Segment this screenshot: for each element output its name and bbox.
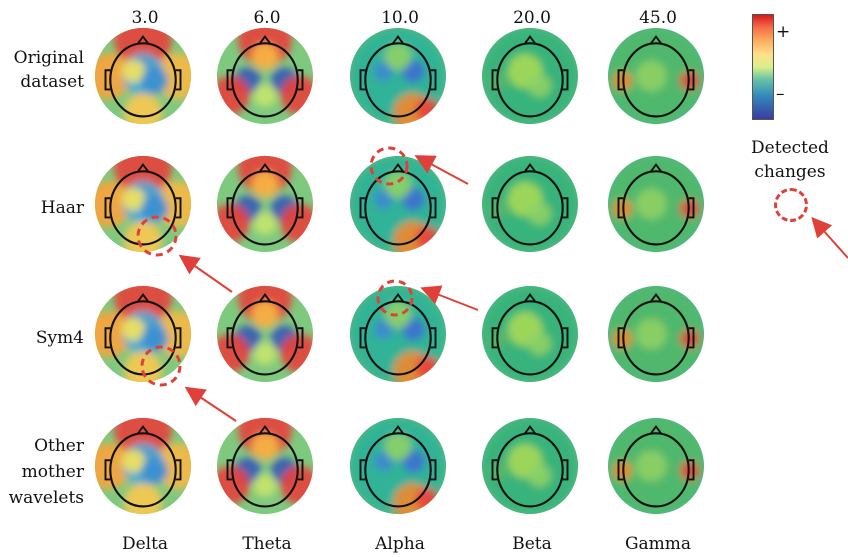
colorbar — [752, 14, 774, 120]
colorbar-minus-label: – — [776, 84, 785, 104]
band-label-theta: Theta — [242, 534, 292, 554]
topomap-other-delta — [94, 417, 192, 515]
arrow-sym4-delta — [184, 386, 237, 422]
arrow-legend — [811, 217, 848, 259]
topomap-other-alpha — [349, 417, 447, 515]
topomap-haar-beta — [481, 155, 579, 253]
row-label-sym4: Sym4 — [35, 328, 84, 348]
colorbar-plus-label: + — [776, 22, 791, 42]
column-header-20: 20.0 — [513, 8, 551, 28]
topomap-original-delta — [94, 27, 192, 125]
topomap-sym4-theta — [216, 285, 314, 383]
row-label-other-1: Other — [34, 436, 84, 456]
column-header-10: 10.0 — [381, 8, 419, 28]
topomap-sym4-alpha — [349, 285, 447, 383]
legend-dashed-circle-icon — [774, 188, 808, 222]
topomap-original-theta — [216, 27, 314, 125]
topomap-original-gamma — [607, 27, 705, 125]
row-label-original-1: Original — [13, 48, 84, 68]
column-header-45: 45.0 — [639, 8, 677, 28]
arrow-sym4-alpha — [420, 285, 479, 311]
arrow-haar-delta — [178, 254, 233, 293]
row-label-original-2: dataset — [20, 72, 84, 92]
topomap-sym4-gamma — [607, 285, 705, 383]
topomap-sym4-beta — [481, 285, 579, 383]
row-label-haar: Haar — [40, 198, 84, 218]
topomap-original-beta — [481, 27, 579, 125]
topomap-haar-delta — [94, 155, 192, 253]
topomap-sym4-delta — [94, 285, 192, 383]
row-label-other-3: wavelets — [8, 488, 84, 508]
band-label-delta: Delta — [121, 534, 169, 554]
column-header-3: 3.0 — [131, 8, 159, 28]
column-header-6: 6.0 — [253, 8, 281, 28]
detected-change-circle-haar-delta — [136, 215, 178, 257]
topomap-original-alpha — [349, 27, 447, 125]
topomap-haar-gamma — [607, 155, 705, 253]
legend-text-line2: changes — [754, 162, 826, 182]
topomap-haar-theta — [216, 155, 314, 253]
topomap-other-theta — [216, 417, 314, 515]
band-label-beta: Beta — [512, 534, 552, 554]
legend-text-line1: Detected — [751, 138, 829, 158]
row-label-other-2: mother — [21, 462, 84, 482]
detected-change-circle-haar-alpha — [369, 146, 409, 186]
topomap-other-beta — [481, 417, 579, 515]
band-label-gamma: Gamma — [624, 534, 692, 554]
band-label-alpha: Alpha — [375, 534, 425, 554]
detected-change-circle-sym4-alpha — [376, 279, 414, 317]
arrow-haar-alpha — [414, 155, 469, 185]
topomap-haar-alpha — [349, 155, 447, 253]
topomap-other-gamma — [607, 417, 705, 515]
detected-change-circle-sym4-delta — [140, 345, 182, 387]
